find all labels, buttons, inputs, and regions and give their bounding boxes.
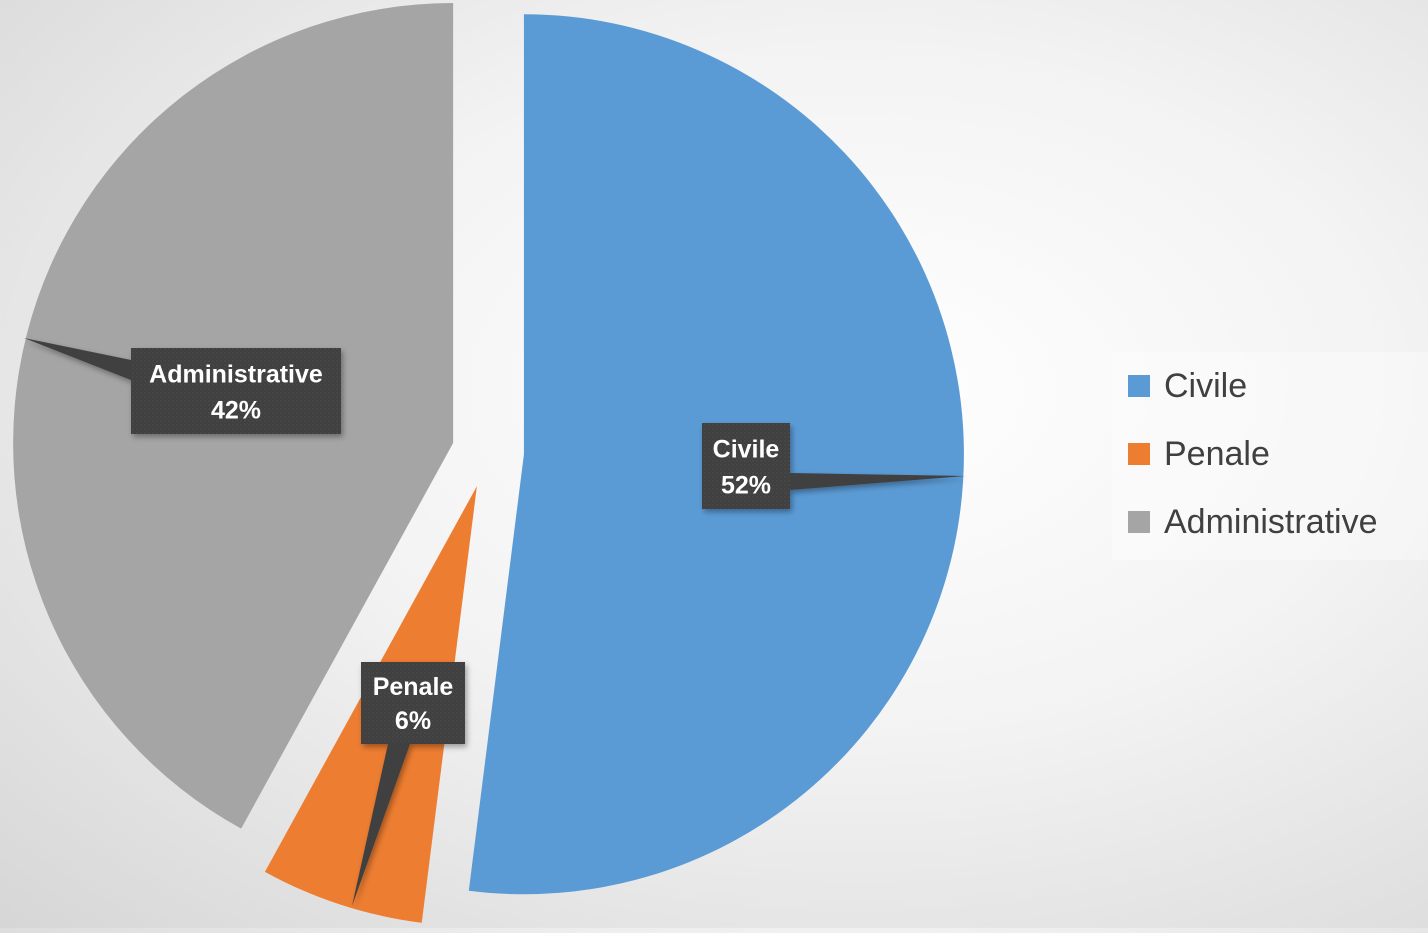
legend-label-civile: Civile [1164, 366, 1248, 405]
legend-label-administrative: Administrative [1164, 502, 1378, 541]
chart-legend: Civile Penale Administrative [1112, 352, 1428, 560]
callout-pointer-penale [352, 744, 410, 906]
callout-pointer-civile [790, 473, 965, 490]
callout-box-penale [361, 662, 465, 744]
legend-swatch-administrative [1128, 511, 1150, 533]
data-label-category-penale: Penale [373, 673, 454, 701]
callout-pointer-administrative [24, 338, 131, 380]
legend-item-administrative: Administrative [1128, 502, 1378, 542]
data-label-penale [352, 662, 465, 906]
data-label-administrative [24, 338, 341, 434]
data-label-civile [702, 423, 965, 509]
legend-label-penale: Penale [1164, 434, 1270, 473]
data-label-value-penale: 6% [395, 707, 431, 735]
data-label-category-administrative: Administrative [149, 360, 323, 388]
data-label-category-civile: Civile [713, 435, 780, 463]
legend-swatch-penale [1128, 443, 1150, 465]
callout-box-civile [702, 423, 790, 509]
callout-box-administrative [131, 348, 341, 434]
data-label-value-civile: 52% [721, 472, 771, 500]
legend-item-penale: Penale [1128, 434, 1270, 474]
legend-swatch-civile [1128, 375, 1150, 397]
data-label-value-administrative: 42% [211, 397, 261, 425]
legend-item-civile: Civile [1128, 366, 1247, 406]
